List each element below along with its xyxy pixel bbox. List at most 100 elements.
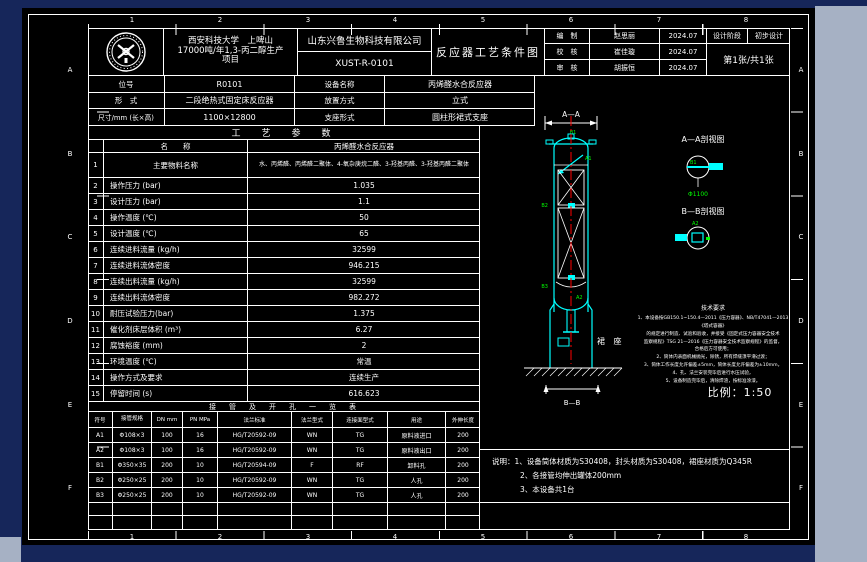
project-line: 17000吨/年1,3-丙二醇生产 [177, 45, 284, 56]
zone-top-8: 8 [743, 16, 749, 24]
tech-requirements: 技术要求 1、本设备按GB150.1~150.4—2011《压力容器》、NB/T… [636, 304, 790, 385]
param-no: 3 [88, 194, 104, 210]
note-line-3: 3、本设备共1台 [520, 485, 575, 494]
support-label: 支座形式 [295, 109, 385, 126]
zone-top-4: 4 [392, 16, 398, 24]
nozzle-cell: A1 [88, 428, 113, 443]
param-value: 1.375 [248, 306, 480, 322]
nozzle-empty-cell [292, 503, 333, 516]
param-name: 环境温度 (℃) [104, 354, 248, 370]
param-name: 停留时间 (s) [104, 386, 248, 402]
sign-role-1: 校 核 [545, 44, 590, 60]
nozzle-cell: B3 [88, 488, 113, 503]
nozzle-empty-cell [152, 503, 183, 516]
tech-note-line: 合格后方可使用； [694, 347, 732, 353]
note-line-1: 说明：1、设备筒体材质为S30408，封头材质为S30408，裙座材质为Q345… [492, 457, 752, 466]
param-name: 连续出料流量 (kg/h) [104, 274, 248, 290]
support-value: 圆柱形裙式支座 [385, 109, 535, 126]
param-name: 腐蚀裕度 (mm) [104, 338, 248, 354]
nozzle-cell: 人孔 [388, 473, 446, 488]
nozzle-h-spec: 接管规格 [113, 412, 152, 428]
zone-ticks-bottom [88, 531, 790, 539]
param-value: 2 [248, 338, 480, 354]
nozzle-h-ext: 外伸长度 [446, 412, 480, 428]
param-no: 5 [88, 226, 104, 242]
nozzle-cell: WN [292, 473, 333, 488]
nozzle-cell: 10 [183, 458, 218, 473]
zone-left-c: C [67, 233, 73, 241]
nozzle-cell: WN [292, 428, 333, 443]
vessel-drawing: A—A B1 A1 B2 B3 A2 [524, 110, 725, 407]
size-label: 尺寸/mm (长×高) [88, 109, 165, 126]
nozzle-cell: 200 [152, 458, 183, 473]
nozzle-cell: 原料液出口 [388, 443, 446, 458]
equip-name-value: 丙烯醛水合反应器 [385, 76, 535, 93]
nozzle-empty-cell [218, 516, 292, 530]
detail-a-title: A—A剖视图 [682, 134, 725, 144]
nozzle-cell: Φ108×3 [113, 428, 152, 443]
zone-bot-7: 7 [656, 532, 662, 541]
param-value: 32599 [248, 274, 480, 290]
nozzle-label-b2: B2 [541, 203, 548, 209]
zone-left-a: A [67, 66, 73, 74]
nozzle-empty-cell [183, 516, 218, 530]
sign-role-0: 编 制 [545, 28, 590, 44]
tech-note-line: 监察规程》TSG 21—2016《压力容器安全技术监察规程》的监督， [643, 339, 783, 345]
equip-name-label: 设备名称 [295, 76, 385, 93]
nozzle-cell: HG/T20592-09 [218, 488, 292, 503]
zone-top-6: 6 [568, 16, 574, 24]
nozzle-cell: 10 [183, 488, 218, 503]
orientation-value: 立式 [385, 93, 535, 109]
nozzle-cell: 16 [183, 443, 218, 458]
nozzle-cell: HG/T20592-09 [218, 428, 292, 443]
nozzle-cell: WN [292, 488, 333, 503]
size-value: 1100×12800 [165, 109, 295, 126]
nozzle-cell: B2 [88, 473, 113, 488]
nozzle-label-a2: A2 [576, 295, 583, 301]
detail-b-title: B—B剖视图 [682, 206, 725, 216]
section-mark-bottom: B—B [564, 399, 581, 407]
param-name: 连续进料流体密度 [104, 258, 248, 274]
param-no: 11 [88, 322, 104, 338]
nozzle-empty-cell [218, 503, 292, 516]
nozzle-cell: 200 [446, 428, 480, 443]
param-name: 设计温度 (℃) [104, 226, 248, 242]
nozzle-cell: 原料液进口 [388, 428, 446, 443]
nozzle-empty-cell [292, 516, 333, 530]
project-university: 西安科技大学 上啤山 [187, 35, 273, 46]
zone-bot-5: 5 [480, 532, 486, 541]
nozzle-empty-cell [388, 516, 446, 530]
param-no: 1 [88, 153, 104, 178]
zone-top-2: 2 [217, 16, 223, 24]
tech-note-line: 1、本设备按GB150.1~150.4—2011《压力容器》、NB/T47041… [637, 316, 789, 329]
param-value: 616.623 [248, 386, 480, 402]
nozzle-title: 接 管 及 开 孔 一 览 表 [88, 402, 480, 412]
param-name: 设计压力 (bar) [104, 194, 248, 210]
zone-ticks-right [791, 28, 803, 530]
section-mark-top: A—A [562, 110, 581, 119]
zone-right-d: D [798, 317, 804, 325]
param-value: 6.27 [248, 322, 480, 338]
tag-label: 位号 [88, 76, 165, 93]
param-no: 2 [88, 178, 104, 194]
nozzle-label-b3: B3 [541, 284, 548, 290]
nozzle-cell: 100 [152, 428, 183, 443]
nozzle-cell: HG/T20594-09 [218, 458, 292, 473]
nozzle-cell: 200 [446, 443, 480, 458]
nozzle-cell: 16 [183, 428, 218, 443]
sign-name-2: 胡振恒 [590, 60, 660, 76]
design-stage-value: 初步设计 [748, 28, 790, 44]
zone-bot-8: 8 [743, 532, 749, 541]
param-no: 9 [88, 290, 104, 306]
param-value: 65 [248, 226, 480, 242]
tech-note-line: 5、设备制造完毕后，清除焊渣，按标准涂漆。 [665, 378, 761, 384]
sheet-number: 第1张/共1张 [707, 44, 790, 76]
form-label: 形 式 [88, 93, 165, 109]
zone-left-f: F [67, 484, 73, 492]
nozzle-cell: 10 [183, 473, 218, 488]
sign-date-1: 2024.07 [660, 44, 707, 60]
param-name: 操作压力 (bar) [104, 178, 248, 194]
param-name: 耐压试验压力(bar) [104, 306, 248, 322]
param-no: 10 [88, 306, 104, 322]
sign-date-0: 2024.07 [660, 28, 707, 44]
